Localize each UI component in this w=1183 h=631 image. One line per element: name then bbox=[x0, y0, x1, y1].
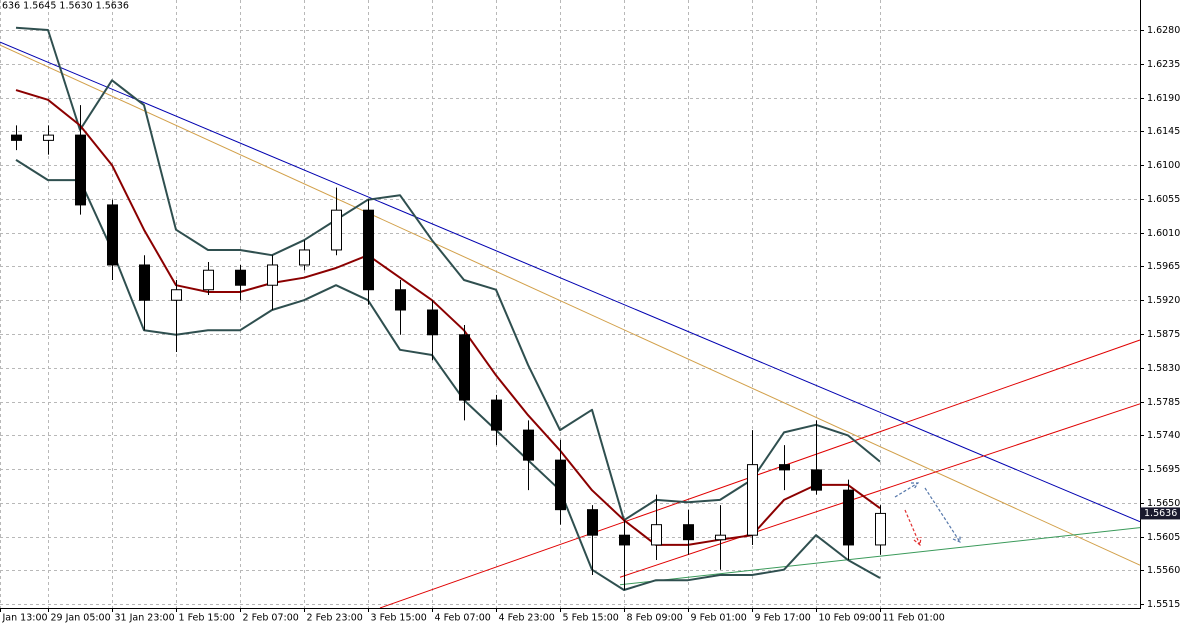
arrow bbox=[904, 509, 922, 547]
x-tick-label: 3 Feb 15:00 bbox=[371, 613, 427, 624]
x-tick-label: 10 Feb 09:00 bbox=[819, 613, 881, 624]
candle-body bbox=[843, 489, 854, 546]
x-tick-label: 31 Jan 23:00 bbox=[115, 613, 175, 624]
candle-body bbox=[75, 134, 86, 206]
trendline bbox=[619, 527, 1141, 586]
x-tick-label: 8 Feb 09:00 bbox=[627, 613, 683, 624]
candle-body bbox=[331, 209, 342, 251]
y-tick-label: 1.6190 bbox=[1147, 93, 1180, 104]
candle-body bbox=[715, 534, 726, 541]
x-tick-label: Jan 13:00 bbox=[2, 613, 48, 624]
last-price-box bbox=[1140, 507, 1180, 520]
trendline bbox=[619, 403, 1141, 578]
x-tick-label: 2 Feb 07:00 bbox=[243, 613, 299, 624]
candle-body bbox=[651, 524, 662, 546]
candle-body bbox=[299, 249, 310, 266]
x-tick-label: 11 Feb 01:00 bbox=[883, 613, 945, 624]
x-tick-label: 4 Feb 23:00 bbox=[499, 613, 555, 624]
candle-body bbox=[747, 464, 758, 536]
candle-body bbox=[523, 429, 534, 461]
last-price-label: 1.5636 bbox=[1144, 508, 1177, 519]
x-tick-label: 9 Feb 01:00 bbox=[691, 613, 747, 624]
y-tick-label: 1.6055 bbox=[1147, 194, 1180, 205]
y-tick-label: 1.5740 bbox=[1147, 430, 1180, 441]
y-tick-label: 1.6010 bbox=[1147, 228, 1180, 239]
trendline bbox=[0, 41, 1141, 523]
y-tick-label: 1.5875 bbox=[1147, 329, 1180, 340]
upper-band bbox=[15, 26, 881, 522]
x-tick-label: 29 Jan 05:00 bbox=[51, 613, 111, 624]
candle-body bbox=[683, 524, 694, 541]
y-tick-label: 1.5965 bbox=[1147, 261, 1180, 272]
y-tick-label: 1.6235 bbox=[1147, 59, 1180, 70]
y-tick-label: 1.6280 bbox=[1147, 25, 1180, 36]
moving-average bbox=[15, 89, 881, 546]
plot-area bbox=[0, 26, 1141, 609]
y-tick-label: 1.5830 bbox=[1147, 363, 1180, 374]
y-tick-label: 1.5695 bbox=[1147, 464, 1180, 475]
ohlc-header: 636 1.5645 1.5630 1.5636 bbox=[2, 1, 129, 12]
x-tick-label: 9 Feb 17:00 bbox=[755, 613, 811, 624]
candle-body bbox=[171, 289, 182, 301]
candle-body bbox=[779, 464, 790, 471]
candle-body bbox=[875, 512, 886, 546]
y-tick-label: 1.6145 bbox=[1147, 126, 1180, 137]
candle-body bbox=[587, 509, 598, 536]
candle-body bbox=[555, 459, 566, 511]
y-tick-label: 1.5920 bbox=[1147, 295, 1180, 306]
candle-body bbox=[203, 269, 214, 291]
x-tick-label: 4 Feb 07:00 bbox=[435, 613, 491, 624]
candle-body bbox=[235, 269, 246, 286]
candle-body bbox=[267, 264, 278, 286]
trendline bbox=[0, 44, 1141, 566]
y-tick-label: 1.5785 bbox=[1147, 397, 1180, 408]
x-tick-label: 2 Feb 23:00 bbox=[307, 613, 363, 624]
y-tick-label: 1.6100 bbox=[1147, 160, 1180, 171]
forecast-arrows bbox=[894, 482, 961, 547]
candle-body bbox=[139, 264, 150, 301]
candle-body bbox=[395, 289, 406, 311]
y-tick-label: 1.5605 bbox=[1147, 532, 1180, 543]
y-tick-label: 1.5560 bbox=[1147, 565, 1180, 576]
candle-body bbox=[491, 399, 502, 431]
grid bbox=[0, 0, 1140, 608]
candle-body bbox=[459, 334, 470, 401]
trendline bbox=[379, 339, 1141, 609]
lower-band bbox=[15, 159, 881, 591]
y-tick-label: 1.5515 bbox=[1147, 599, 1180, 610]
candle-body bbox=[427, 309, 438, 336]
candle-body bbox=[619, 534, 630, 546]
candle-body bbox=[363, 209, 374, 291]
arrow bbox=[894, 482, 920, 498]
candle-body bbox=[11, 134, 22, 141]
axes: 1.6280 1.6235 1.6190 1.6145 1.6100 1.6055 1.60… bbox=[0, 25, 1180, 624]
candle-body bbox=[107, 204, 118, 266]
x-tick-label: 1 Feb 15:00 bbox=[179, 613, 235, 624]
y-tick-label: 1.5650 bbox=[1147, 498, 1180, 509]
candle-body bbox=[43, 134, 54, 141]
x-tick-label: 5 Feb 15:00 bbox=[563, 613, 619, 624]
arrow bbox=[924, 487, 961, 543]
candle-body bbox=[811, 469, 822, 491]
